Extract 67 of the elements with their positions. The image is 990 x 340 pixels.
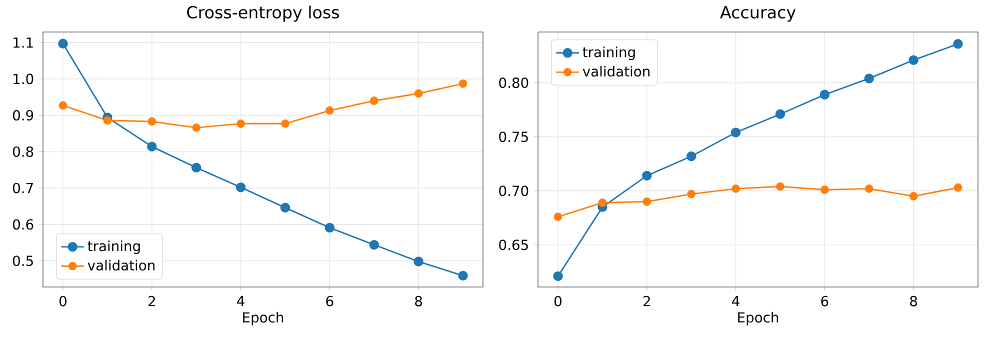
point	[191, 162, 202, 173]
point	[864, 184, 874, 193]
point	[553, 271, 563, 282]
chart-title: Accuracy	[720, 6, 796, 22]
point	[458, 270, 468, 281]
point	[908, 55, 918, 65]
point	[909, 192, 918, 200]
point	[281, 119, 290, 128]
x-tick-label: 0	[554, 296, 562, 306]
y-tick-label: 0.7	[12, 182, 33, 194]
point	[954, 183, 962, 192]
x-tick-label: 6	[326, 296, 334, 306]
point	[642, 197, 652, 206]
legend-label: validation	[88, 260, 154, 271]
x-tick-label: 2	[644, 296, 650, 306]
x-tick-label: 6	[821, 296, 828, 306]
point	[192, 123, 201, 132]
point	[280, 202, 290, 213]
y-tick-label: 0.8	[12, 146, 34, 157]
y-tick-label: 0.80	[499, 78, 528, 88]
point	[820, 186, 829, 194]
legend-label: validation	[582, 66, 650, 77]
point	[58, 38, 68, 49]
point	[732, 184, 740, 193]
point	[148, 117, 156, 126]
point	[820, 90, 830, 100]
point	[325, 106, 334, 115]
point	[730, 128, 741, 138]
x-tick-label: 8	[910, 296, 918, 306]
y-tick-label: 0.6	[12, 219, 34, 230]
point	[370, 96, 378, 105]
point	[103, 116, 112, 125]
chart-title: Cross-entropy loss	[187, 6, 340, 22]
x-tick-label: 0	[60, 296, 66, 306]
y-tick-label: 0.9	[12, 110, 34, 121]
y-tick-label: 0.5	[12, 256, 33, 266]
point	[58, 101, 68, 110]
legend-label: training	[88, 240, 140, 254]
point	[458, 79, 468, 88]
y-tick-label: 1.0	[14, 74, 34, 84]
x-tick-label: 4	[237, 296, 244, 306]
y-tick-label: 0.70	[499, 186, 528, 196]
x-axis-title: Epoch	[243, 312, 284, 326]
point	[686, 151, 696, 162]
point	[414, 256, 424, 266]
y-tick-label: 1.1	[14, 38, 33, 48]
x-tick-label: 4	[732, 296, 740, 306]
point	[775, 109, 786, 119]
x-tick-label: 2	[148, 296, 155, 306]
x-tick-label: 8	[415, 296, 422, 306]
legend-label: training	[582, 46, 635, 60]
x-axis-title: Epoch	[738, 312, 778, 326]
point	[147, 142, 157, 152]
point	[369, 240, 379, 250]
point	[236, 182, 246, 192]
y-tick-label: 0.75	[499, 132, 528, 142]
point	[687, 190, 696, 198]
point	[414, 89, 423, 98]
point	[864, 74, 874, 84]
y-tick-label: 0.65	[499, 240, 528, 250]
point	[776, 182, 784, 191]
point	[554, 212, 562, 221]
point	[642, 170, 652, 181]
point	[236, 119, 245, 128]
point	[324, 222, 335, 233]
point	[953, 39, 963, 49]
point	[598, 198, 607, 207]
